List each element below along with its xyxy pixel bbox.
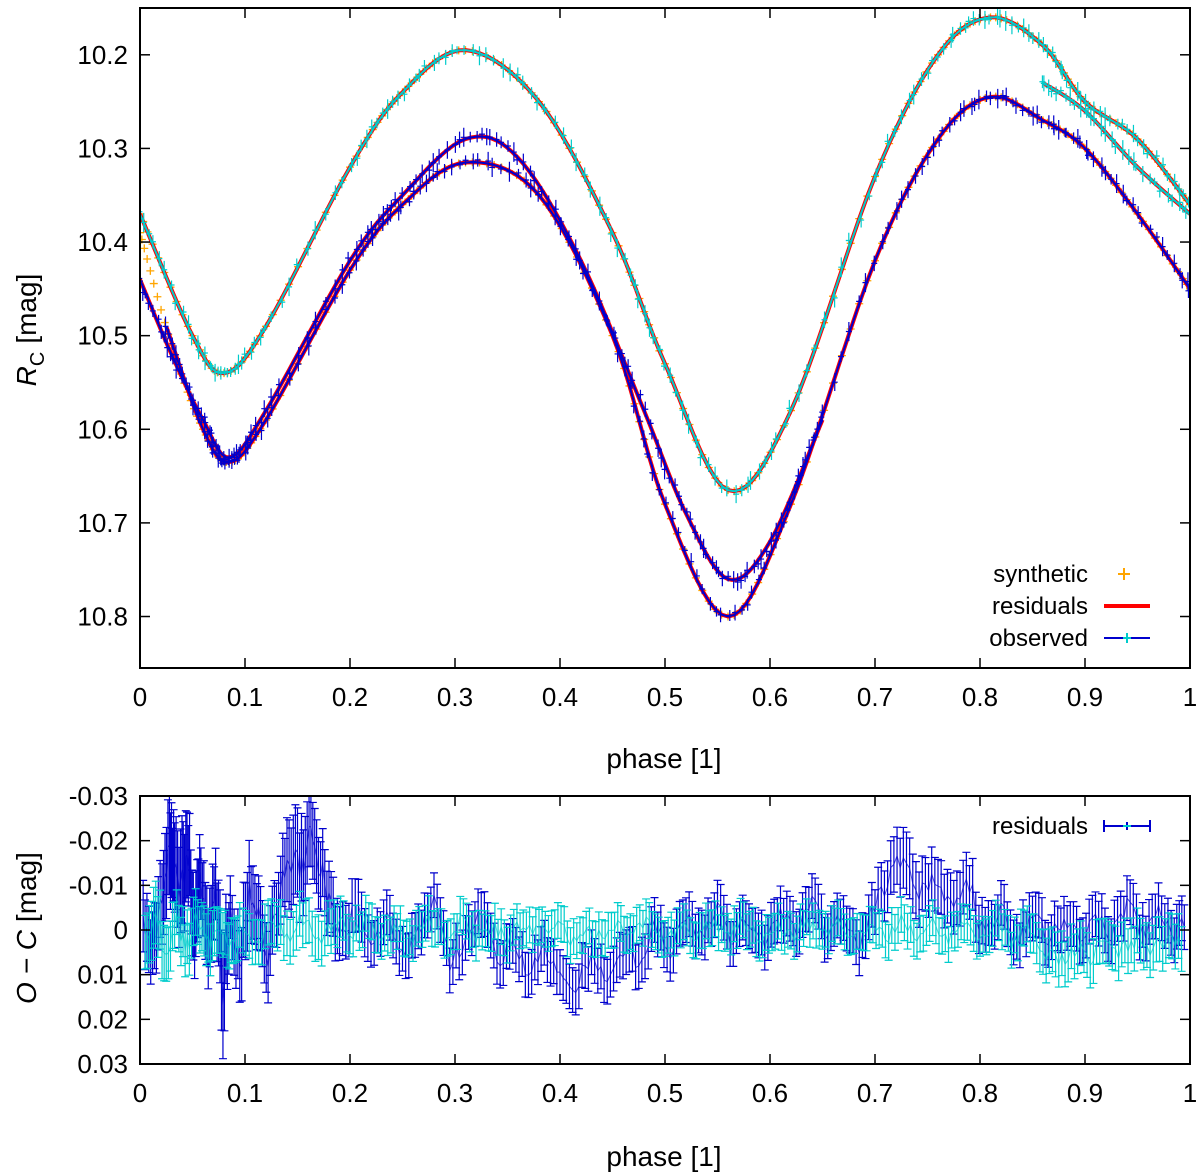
observed-errorbars-1 — [1039, 75, 1190, 224]
y-tick-label: 0 — [114, 915, 128, 945]
light-curve-data — [140, 8, 1190, 623]
x-tick-label: 1 — [1183, 1078, 1197, 1108]
x-tick-label: 0.5 — [647, 682, 683, 712]
x-tick-label: 0.1 — [227, 1078, 263, 1108]
y-tick-label: 10.5 — [77, 321, 128, 351]
legend-label-observed: observed — [989, 625, 1088, 652]
light-curve-y-axis-title: RC [mag] — [11, 274, 49, 387]
y-tick-label: 10.3 — [77, 133, 128, 163]
legend-symbol-synthetic — [1118, 568, 1130, 580]
legend-label-residuals: residuals — [992, 813, 1088, 840]
y-tick-label: 10.8 — [77, 602, 128, 632]
o-minus-c-label: O − C — [11, 929, 42, 1004]
x-tick-label: 0.5 — [647, 1078, 683, 1108]
x-tick-label: 0 — [133, 1078, 147, 1108]
y-tick-label: 10.6 — [77, 414, 128, 444]
light-curve-axes: 0 0.1 0.2 0.3 0.4 0.5 0.6 0.7 0.8 0.9 1 10.2 10.3 10.… — [77, 7, 1197, 712]
residuals-legend: residuals — [992, 813, 1151, 840]
x-tick-label: 0.4 — [542, 682, 578, 712]
x-tick-label: 0.8 — [962, 1078, 998, 1108]
x-tick-label: 0.3 — [437, 682, 473, 712]
svg-text:O − C[mag]: O − C [mag] — [11, 852, 42, 1004]
series-observed — [140, 8, 1190, 504]
y-axis-unit: [mag] — [11, 274, 42, 344]
y-tick-label: 0.03 — [77, 1049, 128, 1079]
residuals-y-axis-title: O − C [mag] — [11, 852, 42, 1004]
x-tick-label: 0.2 — [332, 1078, 368, 1108]
residuals-data — [140, 796, 1189, 1060]
x-tick-label: 0.7 — [857, 682, 893, 712]
y-tick-label: 0.01 — [77, 960, 128, 990]
y-tick-label: 10.2 — [77, 40, 128, 70]
series-observed — [140, 87, 1190, 623]
y-tick-label: -0.03 — [69, 781, 128, 811]
residuals-panel: 0 0.1 0.2 0.3 0.4 0.5 0.6 0.7 0.8 0.9 1 -0.03 -0.02 -… — [11, 781, 1197, 1172]
x-tick-label: 0.1 — [227, 682, 263, 712]
y-tick-label: 0.02 — [77, 1004, 128, 1034]
y-axis-subscript: C — [27, 352, 49, 366]
x-tick-label: 0.7 — [857, 1078, 893, 1108]
light-curve-legend: synthetic residuals observed — [989, 561, 1150, 652]
legend-label-residuals: residuals — [992, 593, 1088, 620]
o-minus-c-unit: [mag] — [11, 852, 42, 922]
x-tick-label: 0.2 — [332, 682, 368, 712]
x-tick-label: 0.9 — [1067, 1078, 1103, 1108]
observed-errorbars-1 — [162, 87, 1190, 623]
legend-symbol-observed-bar — [1123, 633, 1131, 643]
light-curve-x-axis-title: phase [1] — [606, 743, 721, 774]
residuals-x-axis-title: phase [1] — [606, 1141, 721, 1172]
x-tick-label: 0.6 — [752, 1078, 788, 1108]
x-tick-label: 1 — [1183, 682, 1197, 712]
x-tick-label: 0.4 — [542, 1078, 578, 1108]
x-tick-label: 0.6 — [752, 682, 788, 712]
y-tick-label: 10.7 — [77, 508, 128, 538]
residual-series-1 — [141, 880, 1186, 989]
y-tick-label: 10.4 — [77, 227, 128, 257]
y-tick-label: -0.01 — [69, 870, 128, 900]
observed-curve-1 — [165, 95, 1190, 618]
y-axis-symbol: R — [11, 366, 42, 386]
x-tick-label: 0 — [133, 682, 147, 712]
residuals-axes: 0 0.1 0.2 0.3 0.4 0.5 0.6 0.7 0.8 0.9 1 -0.03 -0.02 -… — [69, 781, 1198, 1108]
observed-errorbars-0 — [140, 8, 1190, 504]
light-curve-panel: 0 0.1 0.2 0.3 0.4 0.5 0.6 0.7 0.8 0.9 1 10.2 10.3 10.… — [11, 7, 1197, 774]
legend-label-synthetic: synthetic — [993, 561, 1088, 588]
svg-text:RC[mag]: RC [mag] — [11, 274, 49, 387]
residual-errorbars-1 — [141, 880, 1186, 989]
y-tick-label: -0.02 — [69, 826, 128, 856]
x-tick-label: 0.9 — [1067, 682, 1103, 712]
x-tick-label: 0.3 — [437, 1078, 473, 1108]
x-tick-label: 0.8 — [962, 682, 998, 712]
